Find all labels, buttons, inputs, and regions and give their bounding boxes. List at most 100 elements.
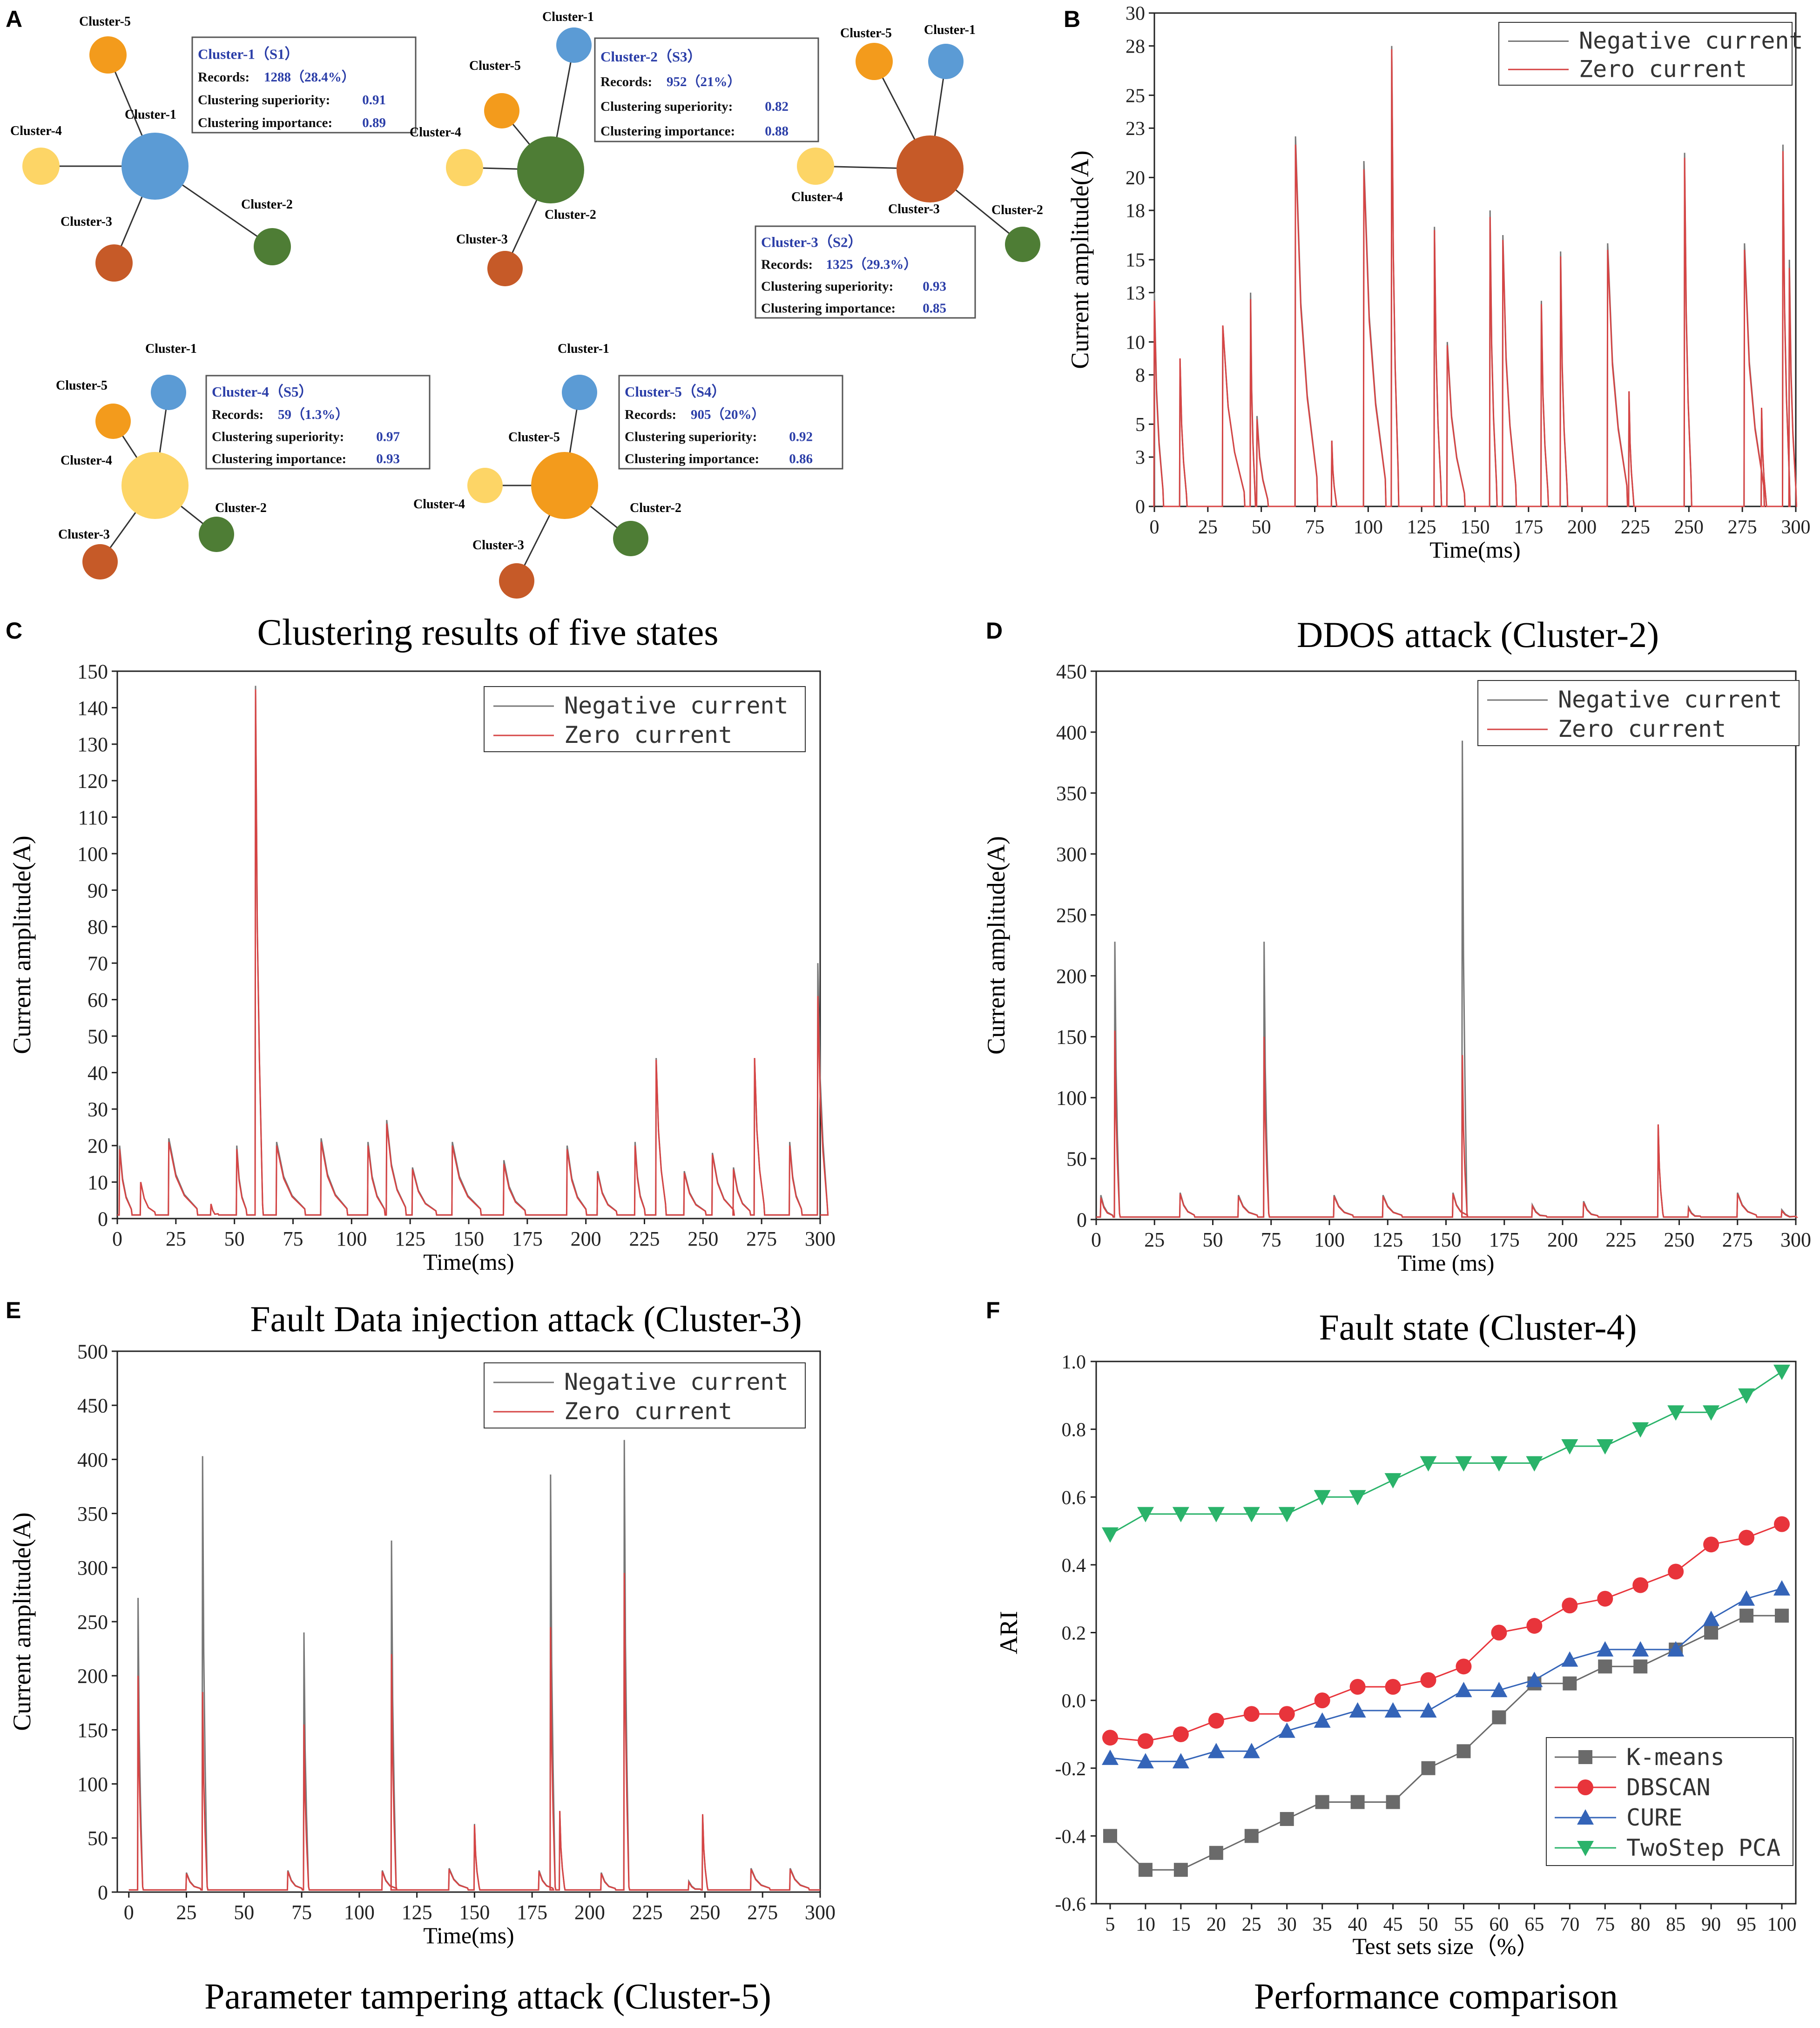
- x-tick-label: 30: [1277, 1914, 1297, 1935]
- y-tick-label: 15: [1126, 250, 1145, 271]
- data-point-k-means: [1350, 1795, 1365, 1809]
- center-node-label: Cluster-5: [508, 430, 560, 445]
- y-tick-label: 100: [77, 1773, 108, 1796]
- series-dbscan: [1102, 1516, 1790, 1749]
- info-field-value: 0.82: [765, 99, 789, 114]
- data-point-cure: [1773, 1580, 1790, 1596]
- y-tick-label: 100: [77, 842, 108, 865]
- x-tick-label: 200: [571, 1227, 601, 1250]
- info-field-label: Clustering superiority:: [212, 429, 344, 444]
- satellite-node: [95, 244, 133, 282]
- x-tick-label: 175: [1489, 1228, 1520, 1251]
- data-point-cure: [1455, 1682, 1472, 1698]
- satellite-node: [199, 517, 234, 552]
- info-field-value: 0.91: [362, 93, 386, 108]
- data-point-twostep-pca: [1243, 1507, 1260, 1523]
- info-field-label: Records:: [212, 407, 263, 422]
- data-point-k-means: [1138, 1863, 1153, 1877]
- data-point-twostep-pca: [1632, 1422, 1649, 1438]
- x-axis-label: Time(ms): [1429, 537, 1520, 563]
- info-field-value: 0.93: [923, 279, 946, 294]
- data-point-k-means: [1209, 1846, 1223, 1860]
- satellite-node: [446, 149, 483, 186]
- data-point-dbscan: [1243, 1706, 1260, 1722]
- info-field-label: Clustering importance:: [212, 451, 346, 466]
- info-box: [618, 375, 843, 470]
- legend-swatch-marker: [1577, 1779, 1593, 1795]
- x-tick-label: 95: [1737, 1914, 1756, 1935]
- satellite-node: [928, 44, 964, 79]
- info-field-label: Clustering superiority:: [761, 279, 893, 294]
- data-point-twostep-pca: [1278, 1507, 1295, 1523]
- x-tick-label: 50: [234, 1901, 254, 1924]
- data-point-twostep-pca: [1773, 1364, 1790, 1380]
- info-field-label: Clustering importance:: [600, 124, 735, 139]
- x-tick-label: 10: [1136, 1914, 1155, 1935]
- x-tick-label: 0: [1150, 517, 1159, 538]
- satellite-node-label: Cluster-3: [58, 527, 110, 542]
- data-point-twostep-pca: [1137, 1507, 1154, 1523]
- satellite-node-label: Cluster-1: [924, 23, 976, 37]
- panel-label-b: B: [1064, 6, 1080, 32]
- satellite-node: [89, 36, 127, 74]
- y-tick-label: 23: [1126, 118, 1145, 140]
- y-tick-label: 0: [98, 1881, 108, 1904]
- x-tick-label: 75: [1305, 517, 1325, 538]
- info-field-value: 0.93: [376, 451, 400, 466]
- y-tick-label: 450: [77, 1395, 108, 1417]
- x-tick-label: 0: [112, 1227, 122, 1250]
- y-tick-label: 20: [88, 1135, 108, 1158]
- data-point-dbscan: [1314, 1692, 1330, 1709]
- series-line-zero-current: [117, 689, 829, 1216]
- info-field-label: Clustering importance:: [625, 451, 759, 466]
- x-tick-label: 25: [1198, 517, 1218, 538]
- data-point-k-means: [1704, 1625, 1719, 1640]
- info-field-label: Clustering importance:: [761, 301, 896, 316]
- data-point-dbscan: [1774, 1516, 1790, 1532]
- series-line-negative-current: [1096, 741, 1798, 1218]
- panel-label-e: E: [6, 1297, 21, 1323]
- y-tick-label: 50: [1066, 1148, 1087, 1171]
- cluster-network-3: Cluster-3 Cluster-5 Cluster-1 Cluster-4 Clus…: [755, 23, 1043, 319]
- info-field-value: 952（21%）: [667, 74, 741, 89]
- data-point-twostep-pca: [1703, 1405, 1720, 1421]
- y-axis-label: Current amplitude(A): [8, 1512, 36, 1731]
- x-tick-label: 200: [1567, 517, 1597, 538]
- info-field-value: 1325（29.3%）: [826, 256, 917, 272]
- center-node-label: Cluster-4: [61, 453, 112, 468]
- data-point-twostep-pca: [1526, 1456, 1543, 1472]
- data-point-twostep-pca: [1384, 1473, 1402, 1489]
- data-point-cure: [1632, 1641, 1649, 1657]
- data-point-dbscan: [1597, 1590, 1613, 1607]
- y-axis-label: Current amplitude(A): [8, 835, 36, 1054]
- info-field-value: 0.89: [362, 115, 386, 130]
- x-axis-label: Time (ms): [1398, 1250, 1495, 1276]
- panel-label-d: D: [986, 618, 1003, 644]
- x-tick-label: 300: [805, 1901, 836, 1924]
- legend-swatch-marker: [1577, 1809, 1594, 1825]
- y-tick-label: 60: [88, 989, 108, 1011]
- data-point-twostep-pca: [1667, 1405, 1685, 1421]
- x-tick-label: 300: [1781, 517, 1811, 538]
- center-node-label: Cluster-1: [125, 108, 176, 122]
- y-axis-label: ARI: [995, 1611, 1023, 1654]
- data-point-twostep-pca: [1172, 1507, 1189, 1523]
- center-node-label: Cluster-2: [545, 208, 596, 222]
- x-tick-label: 55: [1454, 1914, 1473, 1935]
- info-field-label: Records:: [761, 257, 813, 272]
- legend-entry: Negative current: [1579, 27, 1803, 54]
- data-point-k-means: [1315, 1795, 1329, 1809]
- series-line-dbscan: [1110, 1523, 1782, 1742]
- x-tick-label: 250: [1664, 1228, 1695, 1251]
- satellite-node: [484, 93, 519, 128]
- x-tick-label: 25: [1144, 1228, 1165, 1251]
- x-tick-label: 50: [1419, 1914, 1438, 1935]
- y-tick-label: 0: [1135, 497, 1145, 518]
- y-tick-label: 90: [88, 879, 108, 902]
- x-tick-label: 125: [402, 1901, 432, 1924]
- satellite-node-label: Cluster-4: [410, 125, 461, 140]
- data-point-dbscan: [1137, 1733, 1153, 1749]
- x-tick-label: 100: [1354, 517, 1383, 538]
- x-tick-label: 45: [1383, 1914, 1403, 1935]
- series-line-zero-current: [1153, 49, 1797, 507]
